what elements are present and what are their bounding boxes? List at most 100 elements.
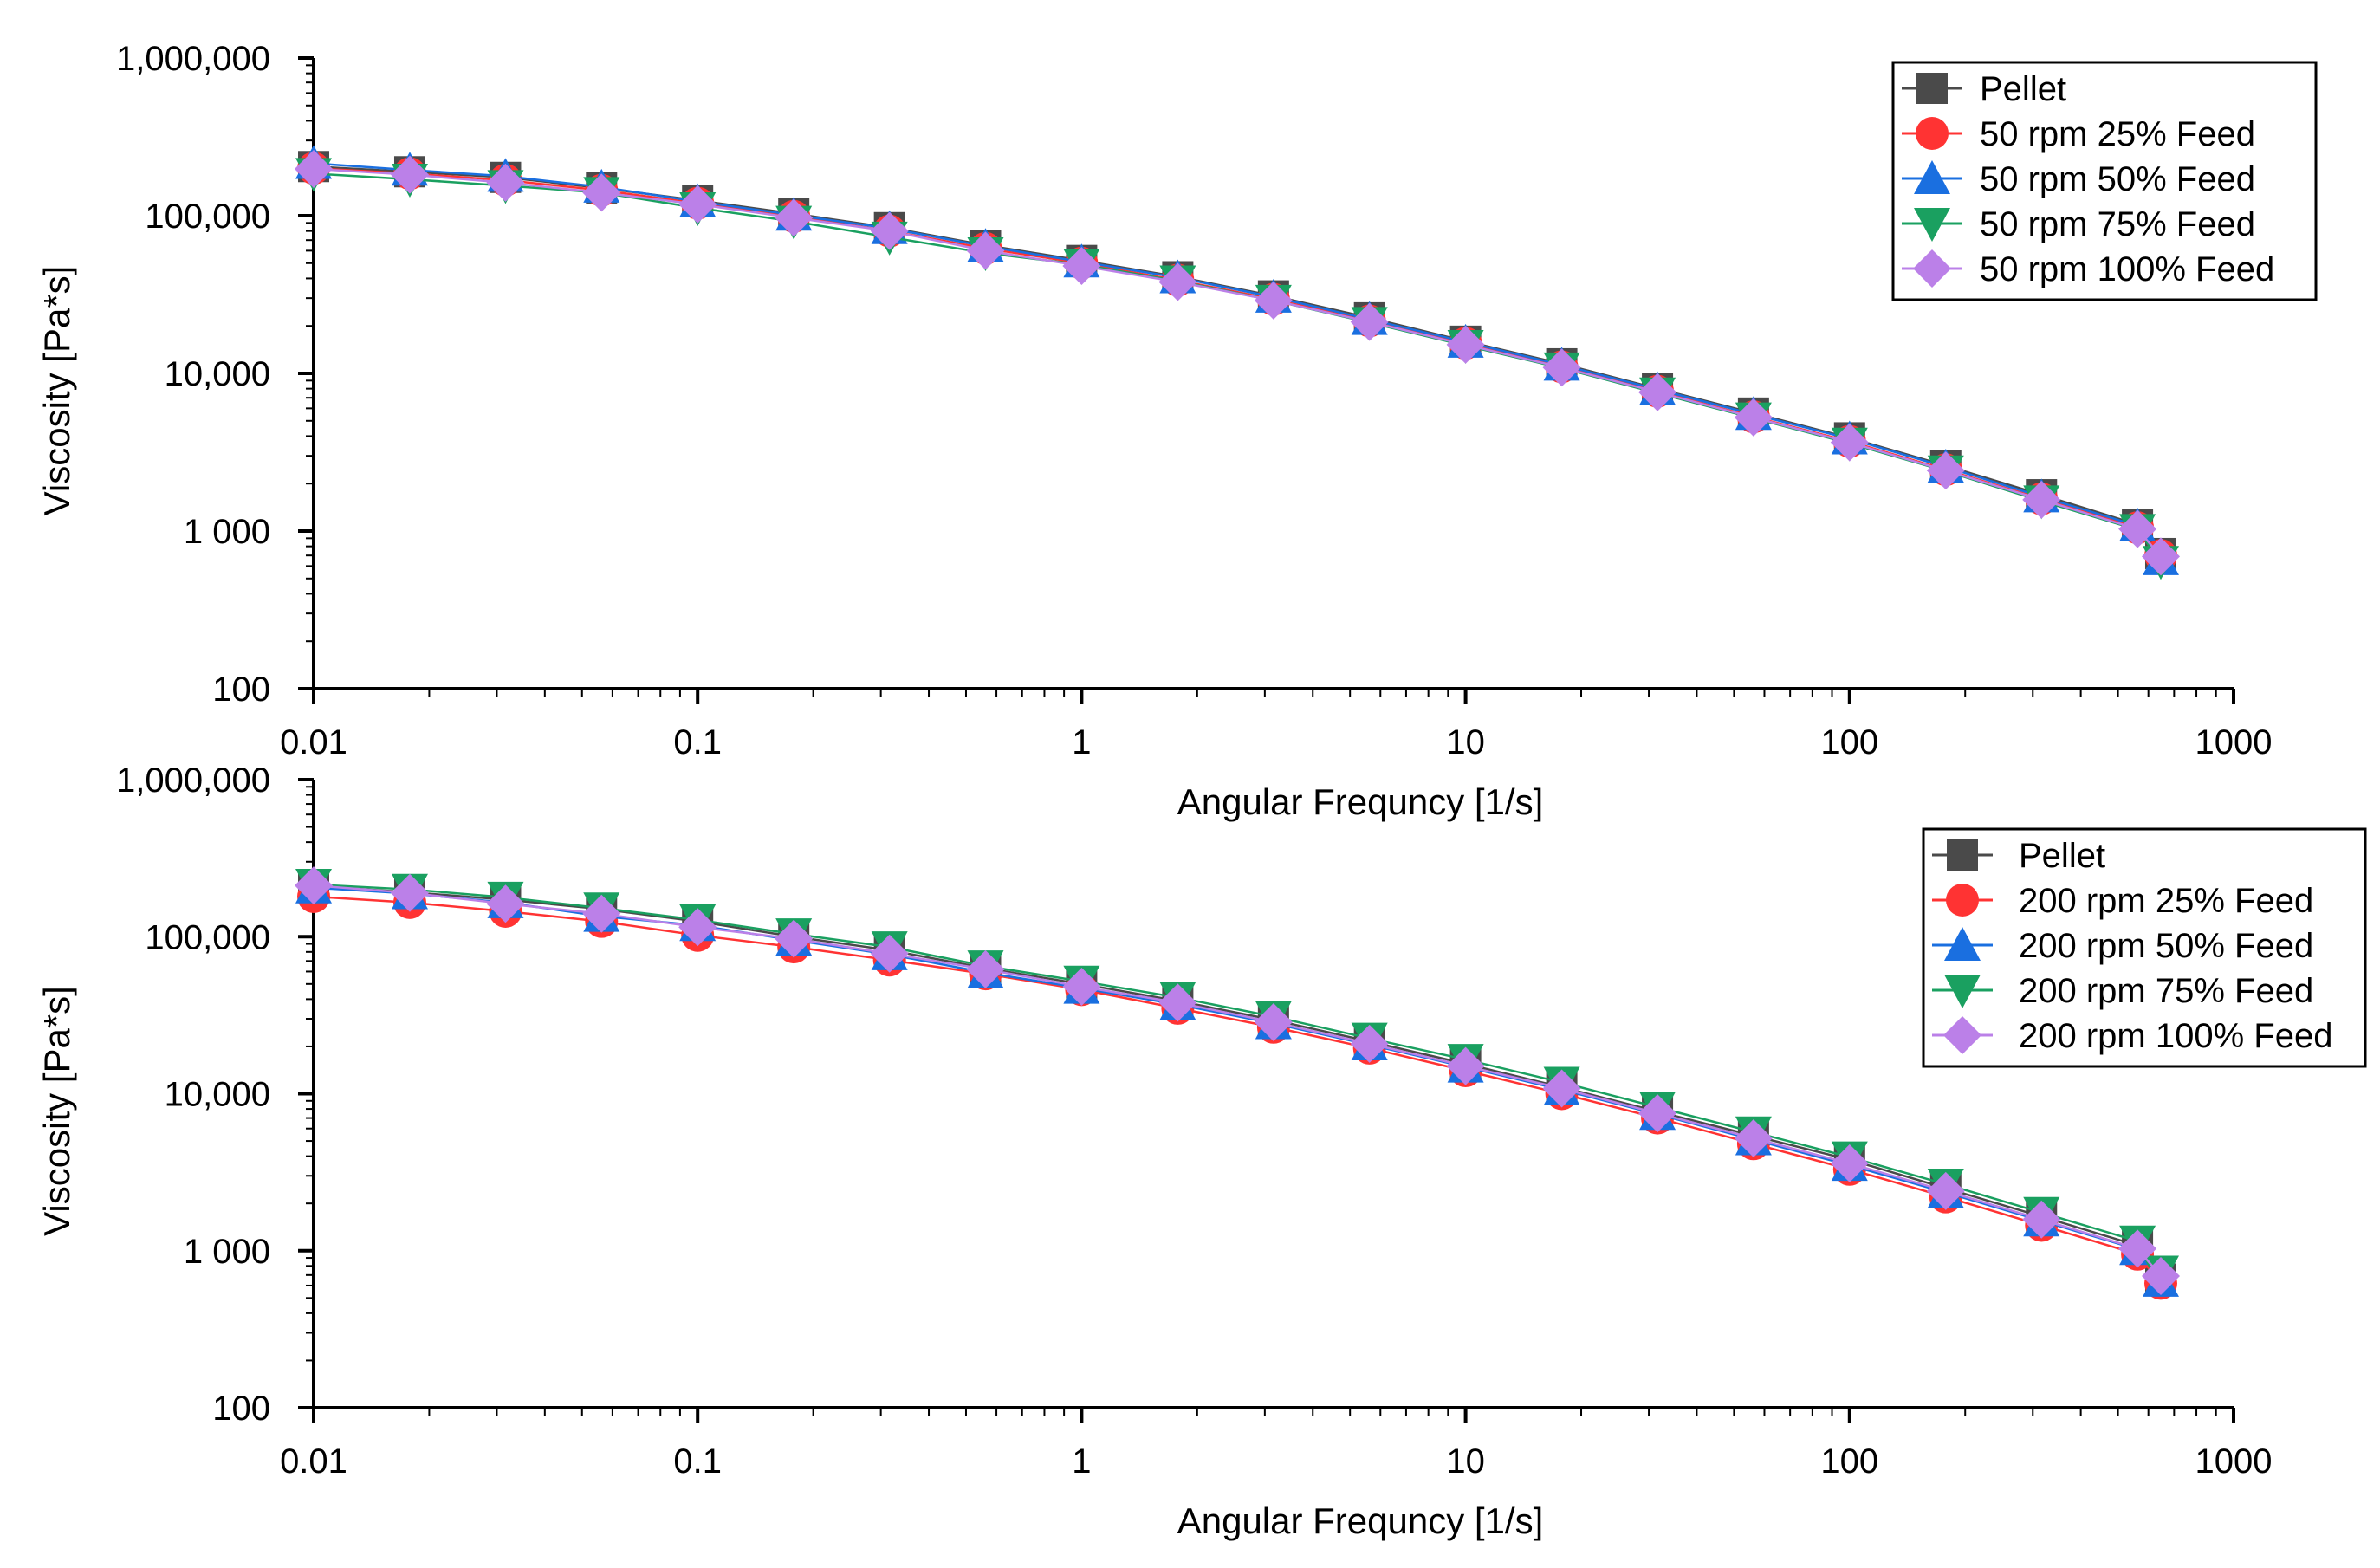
data-point [678, 908, 717, 947]
data-point [295, 150, 333, 189]
y-tick-label: 1,000,000 [116, 761, 270, 800]
legend-marker [1916, 73, 1948, 104]
x-tick-label: 0.01 [280, 723, 347, 761]
data-point [1062, 247, 1101, 286]
data-point [1254, 281, 1293, 320]
legend-marker [1914, 160, 1950, 194]
data-point [582, 894, 621, 933]
data-point [1158, 983, 1197, 1022]
legend-label: Pellet [1980, 70, 2066, 108]
data-point [678, 185, 717, 224]
data-point [582, 173, 621, 212]
legend-box [1891, 61, 2318, 301]
legend-marker [1913, 249, 1951, 288]
data-point [1830, 1144, 1869, 1182]
x-tick-label: 1000 [2195, 1442, 2273, 1481]
legend-marker [1946, 884, 1979, 917]
data-point [1638, 373, 1677, 411]
legend-label: 200 rpm 50% Feed [2019, 927, 2313, 965]
data-point [1926, 451, 1965, 490]
data-point [1542, 1069, 1581, 1108]
data-point [1158, 262, 1197, 301]
data-point [870, 211, 909, 250]
series-line [313, 884, 2162, 1277]
data-point [1254, 1003, 1293, 1042]
data-point [2022, 480, 2061, 519]
data-point [390, 873, 429, 912]
x-tick-label: 100 [1820, 723, 1878, 761]
series-line [313, 883, 2162, 1273]
y-tick-label: 10,000 [165, 355, 270, 393]
data-point [966, 231, 1005, 270]
data-point [2141, 537, 2180, 576]
legend-label: 50 rpm 50% Feed [1980, 160, 2255, 198]
legend-label: 200 rpm 25% Feed [2019, 882, 2313, 920]
data-point [1830, 423, 1869, 462]
series-pellet [298, 870, 2176, 1295]
data-point [1638, 1094, 1677, 1133]
data-point [295, 866, 333, 905]
legend-box [1922, 827, 2367, 1068]
y-tick-label: 100 [212, 671, 270, 709]
data-point [775, 919, 814, 958]
legend-marker [1947, 839, 1978, 871]
series-line [313, 886, 2162, 1282]
data-point [1062, 968, 1101, 1007]
data-point [1350, 302, 1389, 341]
data-point [2141, 1256, 2180, 1295]
legend-marker [1944, 975, 1981, 1008]
x-tick-label: 1000 [2195, 723, 2273, 761]
y-tick-label: 1 000 [184, 513, 270, 551]
x-tick-label: 0.1 [673, 723, 722, 761]
x-tick-label: 1 [1072, 723, 1091, 761]
legend-marker [1943, 1016, 1981, 1054]
legend-marker [1914, 208, 1950, 242]
y-tick-label: 1 000 [184, 1233, 270, 1271]
data-point [486, 163, 525, 202]
x-axis-title: Angular Frequncy [1/s] [1177, 781, 1544, 822]
legend-label: 50 rpm 25% Feed [1980, 115, 2255, 153]
x-tick-label: 10 [1446, 723, 1485, 761]
y-axis-title: Viscosity [Pa*s] [36, 266, 77, 516]
data-point [966, 949, 1005, 988]
x-tick-label: 100 [1820, 1442, 1878, 1481]
series-line [313, 165, 2162, 554]
legend-label: Pellet [2019, 837, 2105, 875]
x-axis-title: Angular Frequncy [1/s] [1177, 1500, 1544, 1541]
series-line [313, 884, 2163, 1280]
y-axis-title: Viscosity [Pa*s] [36, 986, 77, 1236]
series-200-rpm-100-feed [295, 866, 2180, 1295]
y-tick-label: 10,000 [165, 1076, 270, 1114]
legend: Pellet 200 rpm 25% Feed 200 rpm 50% Feed 20… [1922, 827, 2367, 1068]
data-point [1734, 1118, 1773, 1157]
x-tick-label: 0.01 [280, 1442, 347, 1481]
series-50-rpm-100-feed [295, 150, 2180, 576]
data-point [775, 198, 814, 237]
y-tick-label: 100,000 [145, 198, 270, 236]
data-point [1446, 325, 1485, 364]
data-point [1542, 348, 1581, 387]
data-point [486, 884, 525, 923]
chart-panel-bottom: 100 1 000 10,000 100,000 1,000,000 0.01 0.1 1 10… [36, 761, 2367, 1541]
series-200-rpm-50-feed [295, 869, 2179, 1297]
series-200-rpm-75-feed [295, 868, 2179, 1290]
data-point [390, 155, 429, 194]
series-200-rpm-25-feed [297, 879, 2177, 1300]
legend-label: 200 rpm 75% Feed [2019, 972, 2313, 1010]
legend-label: 50 rpm 100% Feed [1980, 250, 2274, 288]
y-tick-label: 100 [212, 1390, 270, 1428]
series-line [313, 895, 2162, 1285]
x-tick-label: 1 [1072, 1442, 1091, 1481]
data-point [2118, 1229, 2157, 1268]
series-line [313, 166, 2162, 556]
series-line [313, 167, 2162, 558]
chart-panel-top: 100 1 000 10,000 100,000 1,000,000 0.01 0.1 1 10… [36, 40, 2318, 822]
data-point [1350, 1024, 1389, 1063]
data-point [1446, 1046, 1485, 1085]
x-tick-label: 10 [1446, 1442, 1485, 1481]
y-tick-label: 100,000 [145, 918, 270, 956]
data-point [1926, 1171, 1965, 1210]
legend: Pellet 50 rpm 25% Feed 50 rpm 50% Feed 50 r… [1891, 61, 2318, 301]
series-line [313, 172, 2162, 563]
